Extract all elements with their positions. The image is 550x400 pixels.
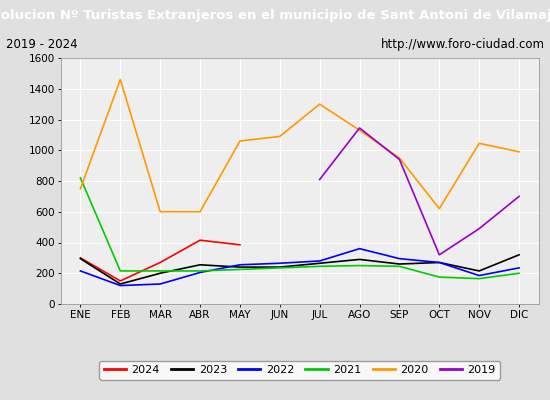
Text: Evolucion Nº Turistas Extranjeros en el municipio de Sant Antoni de Vilamajor: Evolucion Nº Turistas Extranjeros en el … bbox=[0, 8, 550, 22]
Text: http://www.foro-ciudad.com: http://www.foro-ciudad.com bbox=[381, 38, 544, 51]
Legend: 2024, 2023, 2022, 2021, 2020, 2019: 2024, 2023, 2022, 2021, 2020, 2019 bbox=[100, 361, 500, 380]
Text: 2019 - 2024: 2019 - 2024 bbox=[6, 38, 77, 51]
